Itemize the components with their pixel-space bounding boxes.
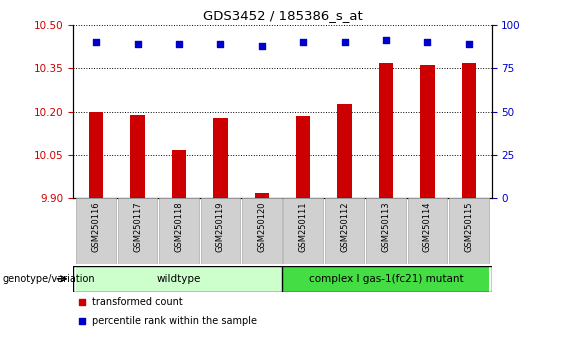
Point: [133, 41, 142, 47]
Bar: [213, 118, 228, 198]
Text: percentile rank within the sample: percentile rank within the sample: [92, 316, 257, 326]
Bar: [366, 198, 406, 264]
Text: GSM250118: GSM250118: [175, 201, 184, 252]
Text: genotype/variation: genotype/variation: [3, 274, 95, 284]
Point: [77, 318, 86, 324]
Bar: [449, 198, 489, 264]
Point: [175, 41, 184, 47]
Text: GSM250117: GSM250117: [133, 201, 142, 252]
Text: GSM250112: GSM250112: [340, 201, 349, 252]
Bar: [420, 65, 434, 198]
Bar: [201, 198, 240, 264]
Bar: [407, 198, 447, 264]
Text: GSM250116: GSM250116: [92, 201, 101, 252]
Bar: [118, 198, 158, 264]
Text: GSM250119: GSM250119: [216, 201, 225, 252]
Bar: [379, 63, 393, 198]
Title: GDS3452 / 185386_s_at: GDS3452 / 185386_s_at: [203, 9, 362, 22]
Bar: [255, 193, 269, 198]
Text: wildtype: wildtype: [157, 274, 201, 284]
Bar: [76, 266, 282, 292]
Bar: [283, 198, 323, 264]
Text: GSM250111: GSM250111: [299, 201, 308, 252]
Text: GSM250120: GSM250120: [257, 201, 266, 252]
Point: [340, 39, 349, 45]
Point: [381, 38, 390, 43]
Bar: [462, 63, 476, 198]
Text: GSM250115: GSM250115: [464, 201, 473, 252]
Point: [77, 299, 86, 305]
Bar: [296, 116, 310, 198]
Text: transformed count: transformed count: [92, 297, 183, 307]
Point: [464, 41, 473, 47]
Point: [423, 39, 432, 45]
Bar: [159, 198, 199, 264]
Text: GSM250113: GSM250113: [381, 201, 390, 252]
Point: [257, 43, 266, 48]
Bar: [76, 198, 116, 264]
Point: [92, 39, 101, 45]
Bar: [283, 266, 489, 292]
Text: complex I gas-1(fc21) mutant: complex I gas-1(fc21) mutant: [308, 274, 463, 284]
Bar: [89, 112, 103, 198]
Point: [299, 39, 308, 45]
Bar: [172, 150, 186, 198]
Point: [216, 41, 225, 47]
Bar: [325, 198, 364, 264]
Text: GSM250114: GSM250114: [423, 201, 432, 252]
Bar: [242, 198, 282, 264]
Bar: [337, 104, 352, 198]
Bar: [131, 115, 145, 198]
